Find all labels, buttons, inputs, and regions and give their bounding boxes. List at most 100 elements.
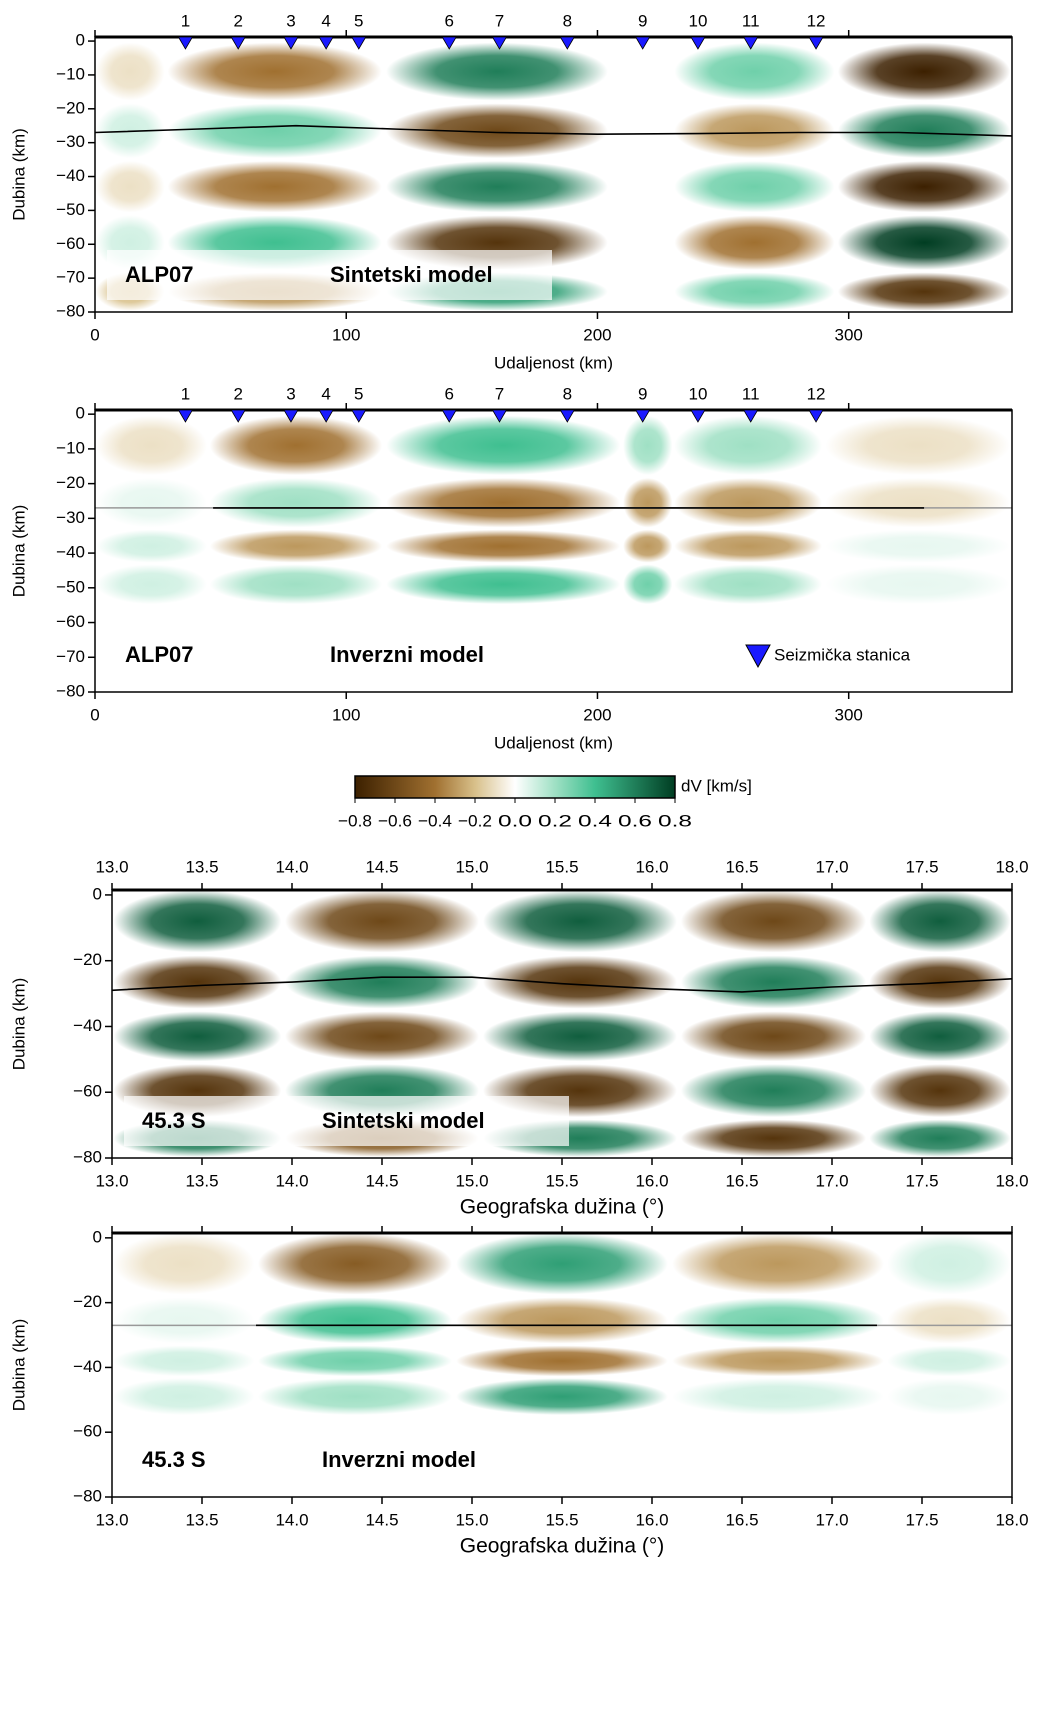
y-axis-label: Dubina (km) [9,505,28,598]
x-tick-label: 100 [332,705,360,724]
colorbar-tick-label: 0.2 [538,811,572,830]
x-tick-label: 0 [90,705,99,724]
anomaly-cell [869,1119,1011,1158]
anomaly-cell [96,529,207,563]
x-tick-label-top: 14.5 [365,857,398,876]
anomaly-cell [95,160,165,213]
x-tick-label: 200 [583,705,611,724]
anomaly-cell [672,1418,884,1495]
anomaly-cell [887,1345,1011,1377]
station-label: 5 [354,11,363,30]
x-tick-label: 13.5 [185,1171,218,1190]
x-tick-label: 17.5 [905,1171,938,1190]
legend-label: Seizmička stanica [774,645,911,664]
x-tick-label-top: 18.0 [995,857,1028,876]
anomaly-cell [623,564,673,605]
x-tick-label-top: 16.5 [725,857,758,876]
anomaly-cell [284,890,480,953]
station [351,409,367,423]
y-axis-label: Dubina (km) [9,978,28,1071]
y-tick-label: −30 [56,508,85,527]
y-tick-label: −40 [56,166,85,185]
x-tick-label: 200 [583,325,611,344]
y-tick-label: −20 [73,950,102,969]
station-label: 8 [563,384,572,403]
y-tick-label: −60 [73,1082,102,1101]
x-tick-label-top: 17.5 [905,857,938,876]
y-tick-label: −10 [56,438,85,457]
y-tick-label: −60 [56,612,85,631]
anomaly-cell [386,415,621,476]
x-tick-label: 15.5 [545,1510,578,1529]
station-label: 1 [181,11,190,30]
station [690,36,706,50]
x-tick-label-top: 15.5 [545,857,578,876]
y-tick-label: −20 [56,473,85,492]
station-label: 11 [742,11,760,30]
panel-label: ALP07 [125,642,193,667]
station [441,409,457,423]
colorbar-tick-label: 0.6 [618,811,652,830]
colorbar-tick-label: −0.2 [458,811,492,830]
anomaly-cell [386,42,608,101]
anomaly-cell [837,272,1011,311]
x-axis-label: Udaljenost (km) [494,353,613,372]
colorbar-tick-label: 0.4 [578,811,612,830]
anomaly-cell [674,160,835,213]
anomaly-cell [167,103,382,159]
x-tick-label: 14.0 [275,1171,308,1190]
anomaly-cell [113,1378,255,1416]
anomaly-cell [113,1233,255,1295]
station-label: 9 [638,384,647,403]
anomaly-cell [95,42,165,101]
anomaly-cell [623,415,673,476]
station [441,36,457,50]
x-tick-label: 0 [90,325,99,344]
colorbar-tick-label: 0.0 [498,811,532,830]
station-label: 1 [181,384,190,403]
anomaly-cell [674,415,823,476]
anomaly-cell [257,1345,453,1377]
y-tick-label: −80 [56,301,85,320]
station [318,409,334,423]
anomaly-cell [209,564,383,605]
anomaly-cell [482,955,678,1009]
station [177,409,194,423]
x-tick-label: 15.0 [455,1510,488,1529]
anomaly-cell [257,1378,453,1416]
station-label: 9 [638,11,647,30]
anomaly-cell [674,529,823,563]
y-tick-label: −50 [56,577,85,596]
anomaly-cell [623,607,673,690]
y-tick-label: −60 [56,234,85,253]
x-tick-label-top: 14.0 [275,857,308,876]
station [283,36,299,50]
x-tick-label: 14.5 [365,1510,398,1529]
anomaly-cell [674,103,835,159]
anomaly-cell [887,1297,1011,1344]
station [559,409,576,423]
anomaly-cell [887,1418,1011,1495]
annotation-box [107,250,552,300]
y-tick-label: −80 [73,1486,102,1505]
anomaly-cell [825,607,1011,690]
x-tick-label: 300 [835,325,863,344]
station-label: 12 [807,384,826,403]
anomaly-cell [674,272,835,311]
station [318,36,334,50]
anomaly-cell [386,607,621,690]
x-tick-label: 13.5 [185,1510,218,1529]
colorbar-tick-label: 0.8 [658,811,692,830]
anomaly-cell [456,1233,668,1295]
y-tick-label: −70 [56,268,85,287]
heatmap [113,1233,1011,1495]
station-label: 2 [233,11,242,30]
y-tick-label: −40 [73,1016,102,1035]
anomaly-cell [113,1297,255,1344]
anomaly-cell [386,160,608,213]
station-label: 4 [321,384,330,403]
anomaly-cell [113,1011,282,1062]
station [808,36,824,50]
anomaly-cell [113,1345,255,1377]
anomaly-cell [825,415,1011,476]
